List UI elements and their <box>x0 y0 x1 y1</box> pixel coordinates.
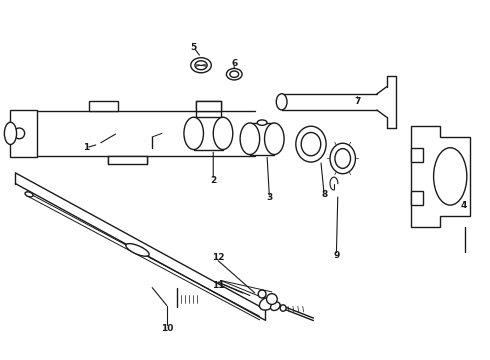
Text: 4: 4 <box>461 201 467 210</box>
Ellipse shape <box>280 305 286 311</box>
Ellipse shape <box>14 128 24 139</box>
Polygon shape <box>89 101 118 111</box>
Text: 5: 5 <box>191 43 197 52</box>
Polygon shape <box>10 110 37 157</box>
Text: 1: 1 <box>83 143 89 152</box>
Ellipse shape <box>4 122 17 144</box>
Text: 11: 11 <box>212 281 224 290</box>
Text: 2: 2 <box>210 176 217 185</box>
Ellipse shape <box>267 294 277 305</box>
Polygon shape <box>108 156 147 164</box>
Ellipse shape <box>330 143 355 174</box>
Polygon shape <box>196 101 220 111</box>
Text: 12: 12 <box>212 253 224 262</box>
Ellipse shape <box>301 132 321 156</box>
Ellipse shape <box>276 94 287 110</box>
Ellipse shape <box>265 123 284 154</box>
Ellipse shape <box>184 117 203 149</box>
Ellipse shape <box>434 148 467 205</box>
Ellipse shape <box>226 68 242 80</box>
Bar <box>411 191 423 205</box>
Ellipse shape <box>296 126 326 162</box>
Ellipse shape <box>25 192 33 197</box>
Text: 3: 3 <box>266 193 272 202</box>
Ellipse shape <box>195 61 207 70</box>
Text: 9: 9 <box>333 251 340 260</box>
Text: 6: 6 <box>231 59 237 68</box>
Ellipse shape <box>257 120 267 125</box>
Ellipse shape <box>191 58 211 73</box>
Ellipse shape <box>213 117 233 149</box>
Polygon shape <box>411 126 470 226</box>
Text: 7: 7 <box>354 96 361 105</box>
Text: 8: 8 <box>321 190 327 199</box>
Text: 10: 10 <box>161 324 173 333</box>
Bar <box>411 148 423 162</box>
Ellipse shape <box>258 290 266 298</box>
Ellipse shape <box>260 297 274 310</box>
Ellipse shape <box>335 149 350 168</box>
Ellipse shape <box>240 123 260 154</box>
Ellipse shape <box>270 302 280 311</box>
Ellipse shape <box>126 244 149 256</box>
Ellipse shape <box>230 71 239 77</box>
